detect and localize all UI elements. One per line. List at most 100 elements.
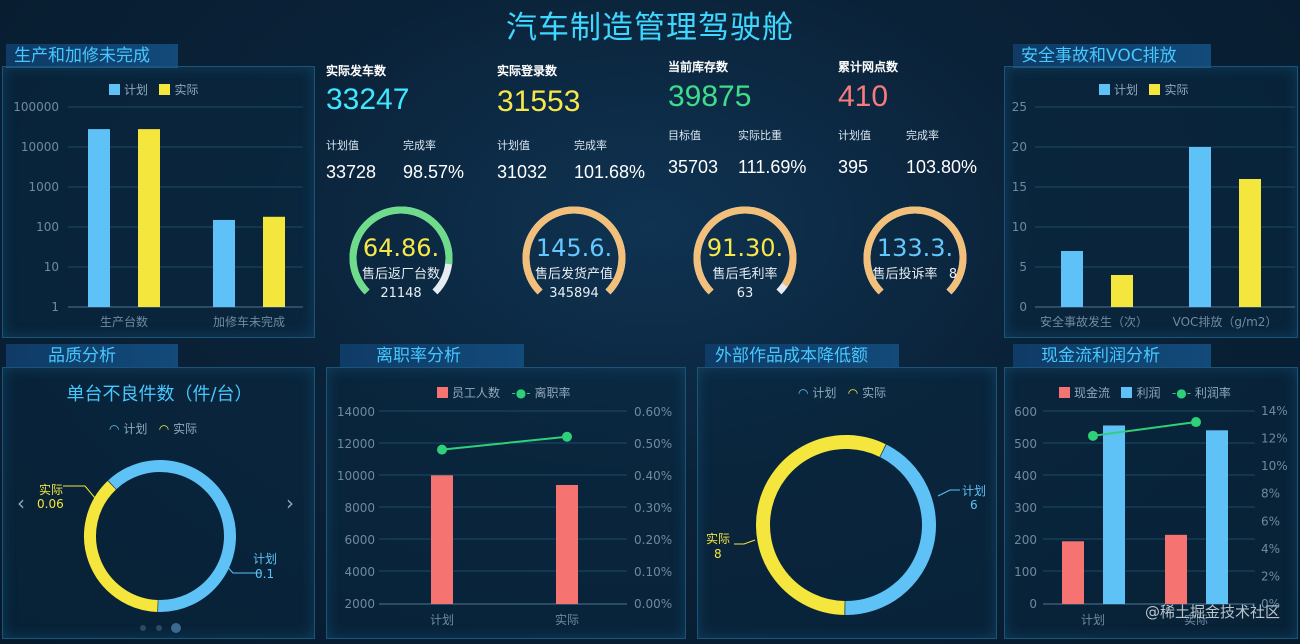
legend-swatch-plan: ◠ [798, 386, 809, 400]
tab-quality[interactable]: 品质分析 [6, 344, 178, 368]
safety-legend[interactable]: 计划 实际 [1099, 81, 1188, 98]
cost-legend[interactable]: ◠ 计划 ◠ 实际 [798, 384, 886, 401]
pager-dot-active[interactable] [171, 623, 181, 633]
y2-tick: 0.40% [634, 469, 672, 483]
legend-profit: 利润 [1136, 386, 1161, 400]
bar-plan-accidents[interactable] [1061, 251, 1083, 307]
y-tick: 400 [1014, 469, 1037, 483]
bar-cash-actual[interactable] [1165, 534, 1187, 604]
bar-plan-production[interactable] [88, 129, 110, 307]
bar-actual-accidents[interactable] [1111, 275, 1133, 307]
kpi-sub1-label: 计划值 [838, 129, 871, 142]
y-tick: 200 [1014, 533, 1037, 547]
y-tick: 4000 [344, 565, 375, 579]
bar-plan-voc[interactable] [1189, 147, 1211, 307]
tab-turnover[interactable]: 离职率分析 [340, 344, 524, 368]
tab-cost[interactable]: 外部作品成本降低额 [705, 344, 899, 368]
cashflow-legend[interactable]: 现金流 利润 -●- 利润率 [1059, 384, 1231, 401]
tab-cashflow[interactable]: 现金流利润分析 [1013, 344, 1211, 368]
legend-swatch-plan: ◠ [109, 422, 120, 436]
next-arrow-icon[interactable]: › [286, 491, 294, 515]
bar-actual-production[interactable] [138, 129, 160, 307]
point-rate-plan[interactable] [437, 444, 447, 455]
gauge-sub: 345894 [549, 286, 599, 301]
x-tick: 计划 [1081, 613, 1105, 627]
kpi-value-outlets: 410 [838, 80, 889, 113]
donut-slice-actual[interactable] [756, 435, 886, 615]
kpi-sub2-label: 实际比重 [738, 129, 782, 142]
y-tick: 6000 [344, 533, 375, 547]
tab-production[interactable]: 生产和加修未完成 [6, 44, 178, 68]
gauge-fill [522, 206, 626, 295]
production-legend[interactable]: 计划 实际 [109, 81, 198, 98]
legend-swatch-plan [109, 84, 120, 95]
cost-panel: ◠ 计划 ◠ 实际 计划 6 实际 8 [697, 367, 997, 639]
gauge-after-sales-complaints[interactable]: 133.3. 售后投诉率 8 [863, 206, 967, 295]
bar-actual-repair[interactable] [263, 216, 285, 307]
kpi-sub2-value: 98.57% [403, 162, 465, 182]
y2-tick: 0.50% [634, 437, 672, 451]
y2-tick: 4% [1261, 542, 1280, 556]
pager-dot[interactable] [156, 625, 162, 631]
y-tick: 100 [1014, 565, 1037, 579]
tab-safety[interactable]: 安全事故和VOC排放 [1013, 44, 1211, 68]
point-margin-actual[interactable] [1191, 417, 1201, 428]
donut-slice-plan[interactable] [108, 460, 236, 612]
point-rate-actual[interactable] [562, 431, 572, 442]
y-tick: 8000 [344, 501, 375, 515]
line-profit-margin [1092, 421, 1197, 437]
y-tick: 25 [1012, 100, 1027, 114]
label-plan-name: 计划 [253, 552, 277, 566]
x-tick: VOC排放（g/m2） [1173, 314, 1278, 329]
quality-donut-chart: 实际 0.06 计划 0.1 ‹ › [17, 460, 294, 633]
y-tick: 15 [1012, 180, 1027, 194]
donut-slice-plan[interactable] [845, 444, 936, 615]
pager-dot[interactable] [140, 625, 146, 631]
turnover-chart: 2000 4000 6000 8000 10000 12000 14000 0.… [337, 405, 672, 627]
x-tick: 计划 [430, 613, 454, 627]
point-margin-plan[interactable] [1088, 430, 1098, 441]
y-tick: 10 [1012, 220, 1027, 234]
bar-staff-actual[interactable] [556, 484, 578, 604]
bar-staff-plan[interactable] [431, 475, 453, 604]
gauge-fill [349, 206, 453, 295]
gauge-after-sales-returns[interactable]: 64.86. 售后返厂台数 21148 [349, 206, 453, 301]
quality-legend[interactable]: ◠ 计划 ◠ 实际 [109, 420, 197, 437]
y-tick: 600 [1014, 405, 1037, 419]
donut-slice-actual[interactable] [84, 480, 158, 612]
kpi-sub2-value: 101.68% [574, 162, 646, 182]
kpi-sub2-value: 111.69% [738, 157, 807, 177]
production-panel: 计划 实际 1 10 100 1000 10000 100000 [2, 66, 315, 338]
bar-plan-repair[interactable] [213, 219, 235, 307]
legend-staff: 员工人数 [452, 386, 501, 400]
turnover-panel: 员工人数 -●- 离职率 2000 4000 6000 8000 10000 1… [326, 367, 686, 639]
bar-profit-plan[interactable] [1103, 425, 1125, 604]
legend-swatch-profit [1121, 387, 1133, 398]
kpi-sub2-value: 103.80% [906, 157, 978, 177]
label-leader-actual [63, 485, 96, 499]
legend-swatch-actual [159, 84, 171, 95]
bar-profit-actual[interactable] [1206, 430, 1228, 604]
gauge-value: 145.6. [536, 234, 612, 262]
kpi-sub1-label: 目标值 [668, 129, 701, 142]
bar-actual-voc[interactable] [1239, 179, 1261, 307]
kpi-value-registered: 31553 [497, 85, 581, 118]
y2-tick: 14% [1261, 404, 1288, 418]
cashflow-chart: 0 100 200 300 400 500 600 0% 2% 4% 6% 8% 10% 1… [1014, 404, 1288, 627]
kpi-label-registered: 实际登录数 [497, 64, 558, 78]
bar-cash-plan[interactable] [1062, 541, 1084, 604]
y2-tick: 12% [1261, 432, 1288, 446]
kpi-value-sent: 33247 [326, 83, 410, 116]
kpi-sub1-label: 计划值 [497, 139, 530, 152]
turnover-legend[interactable]: 员工人数 -●- 离职率 [437, 384, 570, 401]
gauge-sub: 63 [737, 286, 754, 301]
prev-arrow-icon[interactable]: ‹ [17, 491, 25, 515]
label-leader-plan [220, 559, 261, 574]
gauge-after-sales-margin[interactable]: 91.30. 售后毛利率 63 [693, 206, 797, 301]
safety-panel: 计划 实际 0 5 10 15 20 25 [1004, 66, 1298, 338]
legend-plan: 计划 [123, 422, 148, 436]
y2-tick: 0.00% [634, 597, 672, 611]
gauge-after-sales-output[interactable]: 145.6. 售后发货产值 345894 [522, 206, 626, 301]
kpi-sub1-value: 395 [838, 157, 869, 177]
gauge-sub: 8 [949, 267, 957, 282]
